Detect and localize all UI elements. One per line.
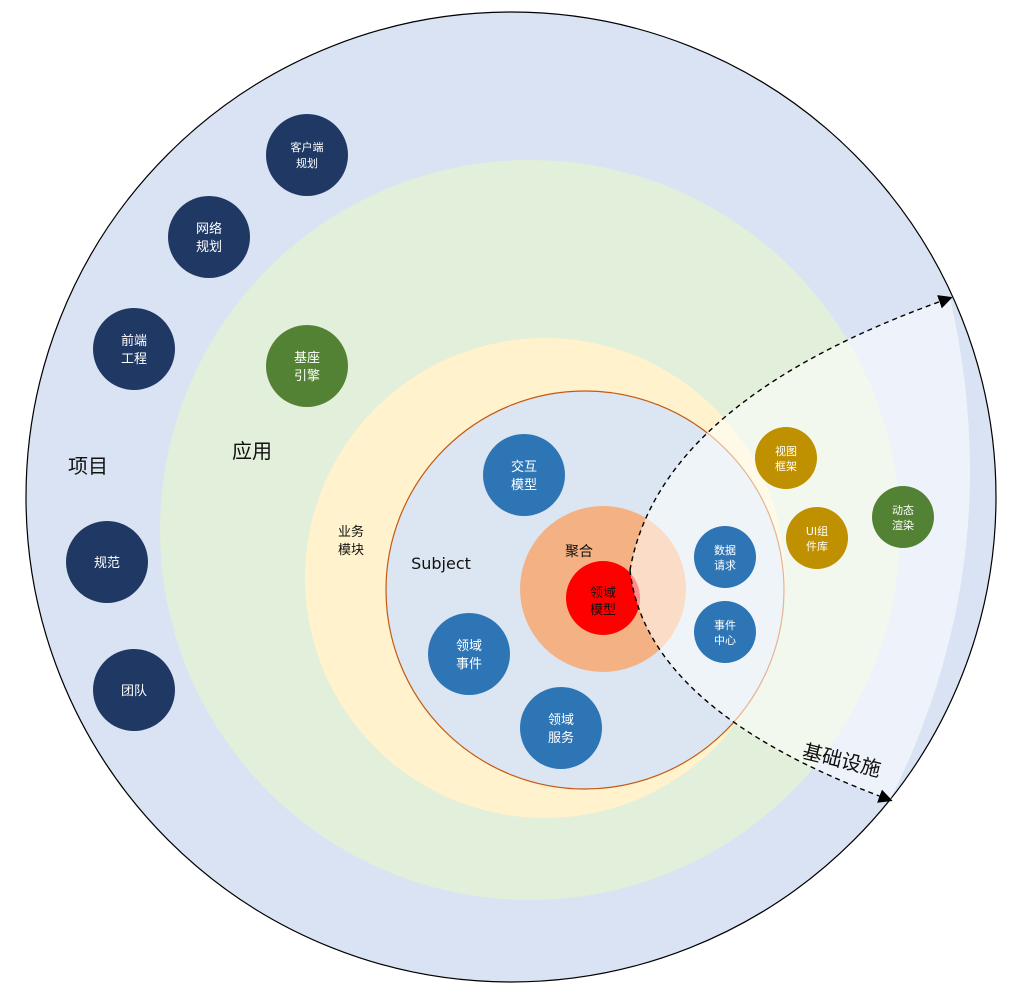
svg-text:事件: 事件 [714,619,736,632]
application-ring-label: 应用 [232,439,272,463]
infra-node-event-center: 事件 中心 [694,601,756,663]
svg-text:规划: 规划 [196,240,222,255]
domain-model-label-line1: 领域 [590,586,616,601]
svg-text:引擎: 引擎 [294,369,320,384]
domain-model-label-line2: 模型 [590,603,616,618]
business-module-label-line1: 业务 [338,524,364,540]
svg-text:件库: 件库 [806,540,828,553]
app-node-base-engine: 基座 引擎 [266,325,348,407]
svg-text:前端: 前端 [121,333,147,349]
svg-text:团队: 团队 [121,684,147,699]
svg-text:网络: 网络 [196,221,222,237]
svg-text:规范: 规范 [94,556,120,571]
project-ring-label: 项目 [68,454,108,478]
svg-text:UI组: UI组 [806,524,828,538]
svg-text:工程: 工程 [121,352,147,367]
svg-text:请求: 请求 [714,559,736,572]
infra-node-data-request: 数据 请求 [694,526,756,588]
infra-node-dynamic-rendering: 动态 渲染 [872,486,934,548]
subject-node-interaction-model: 交互 模型 [483,434,565,516]
infrastructure-boundary-arc [629,295,953,571]
project-node-client-planning: 客户端 规划 [266,114,348,196]
svg-text:基座: 基座 [294,351,320,366]
subject-label: Subject [411,554,471,573]
infra-node-ui-component-library: UI组 件库 [786,507,848,569]
svg-text:服务: 服务 [548,730,574,746]
project-node-standards: 规范 [66,521,148,603]
svg-text:视图: 视图 [775,444,797,458]
svg-text:数据: 数据 [714,543,736,557]
subject-node-domain-event: 领域 事件 [428,613,510,695]
business-module-label-line2: 模块 [338,543,364,558]
svg-text:客户端: 客户端 [291,140,324,154]
infra-node-view-framework: 视图 框架 [755,427,817,489]
svg-text:模型: 模型 [511,478,537,493]
svg-text:渲染: 渲染 [892,518,914,532]
svg-text:领域: 领域 [548,713,574,728]
svg-text:中心: 中心 [714,634,736,647]
project-node-team: 团队 [93,649,175,731]
domain-model-circle [566,561,640,635]
subject-node-domain-service: 领域 服务 [520,687,602,769]
infrastructure-boundary-arc [629,569,893,803]
svg-text:动态: 动态 [892,504,914,517]
svg-text:事件: 事件 [456,657,482,672]
aggregate-label: 聚合 [565,544,593,560]
project-node-frontend-engineering: 前端 工程 [93,308,175,390]
svg-text:领域: 领域 [456,639,482,654]
project-node-network-planning: 网络 规划 [168,196,250,278]
svg-text:规划: 规划 [296,156,318,170]
svg-text:框架: 框架 [775,460,797,473]
svg-text:交互: 交互 [511,459,537,475]
